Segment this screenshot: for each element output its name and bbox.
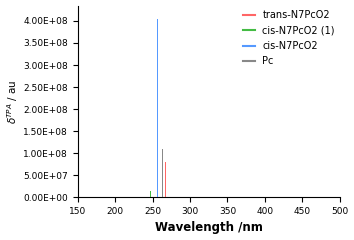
Bar (150, 191, 151, 197)
X-axis label: Wavelength /nm: Wavelength /nm (155, 222, 263, 234)
Bar (162, 149, 163, 197)
Legend: trans-N7PcO2, cis-N7PcO2 (1), cis-N7PcO2, Pc: trans-N7PcO2, cis-N7PcO2 (1), cis-N7PcO2… (239, 6, 339, 70)
Bar (165, 162, 166, 197)
Bar (157, 19, 158, 197)
Y-axis label: $\delta$$^{TPA}$ / au: $\delta$$^{TPA}$ / au (6, 79, 21, 124)
